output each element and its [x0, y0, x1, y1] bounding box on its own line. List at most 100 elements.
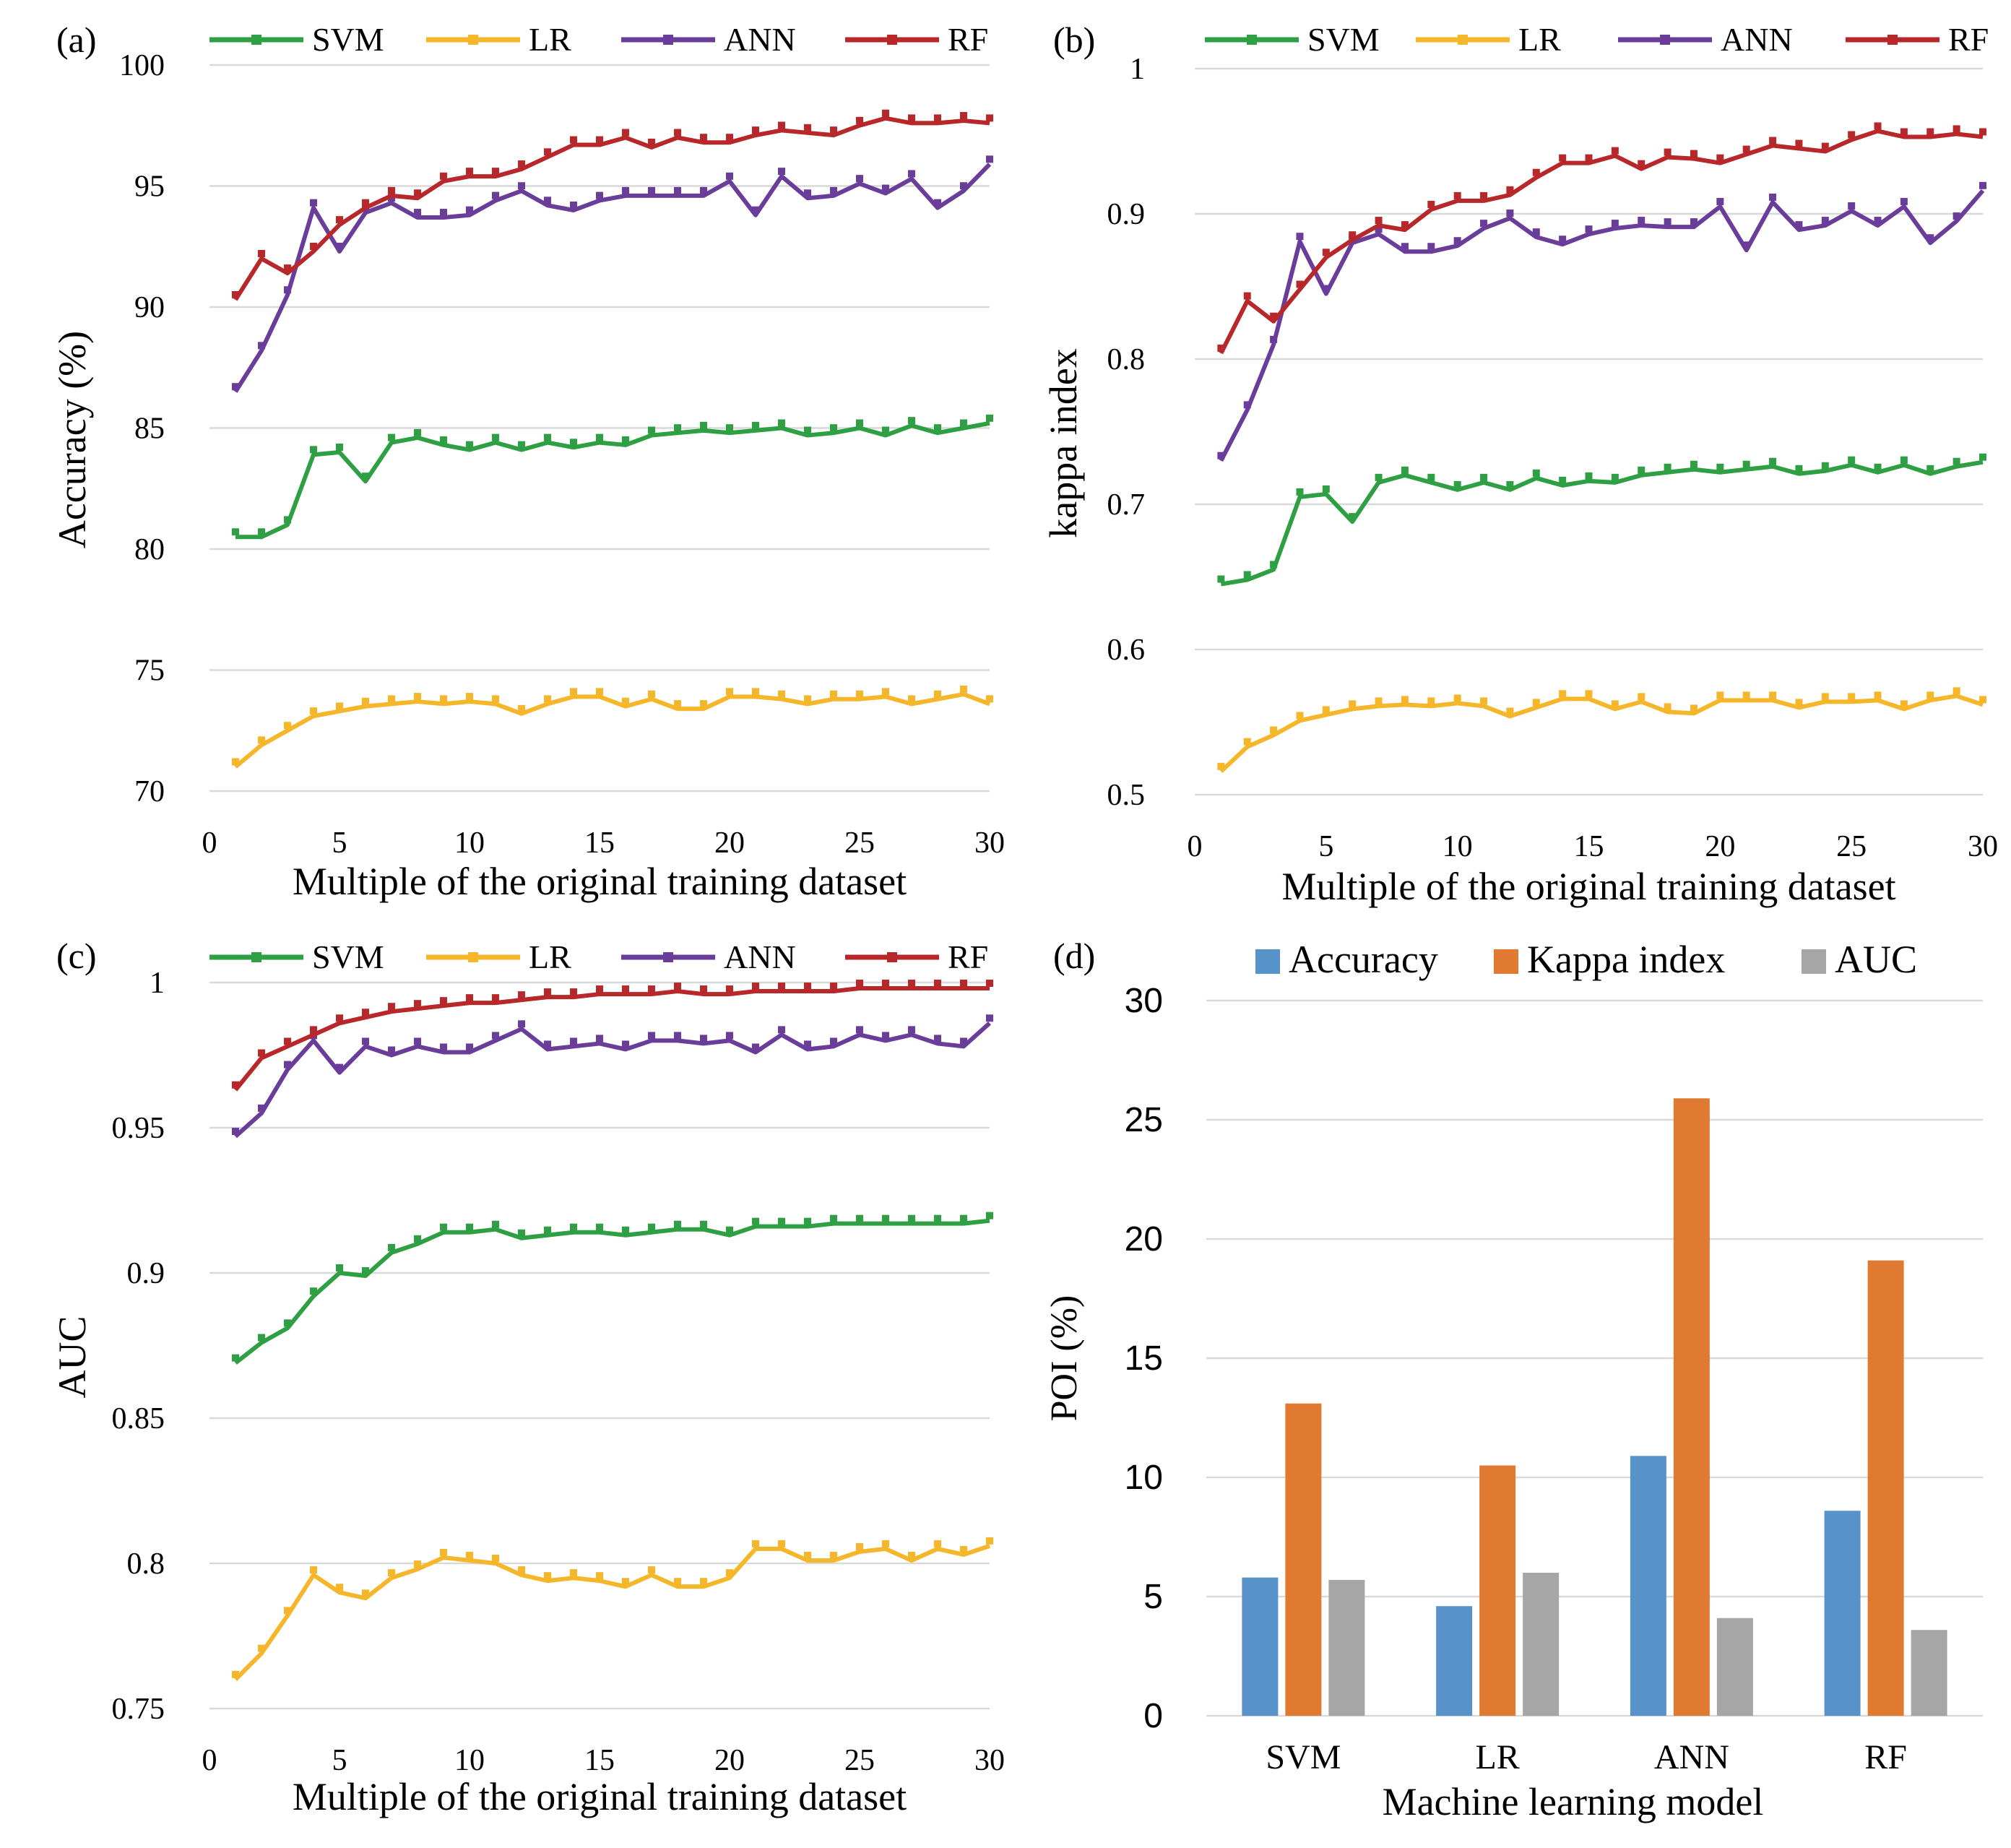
data-point-svm — [310, 446, 317, 454]
data-point-rf — [1611, 147, 1619, 155]
y-tick-label: 0.8 — [1107, 343, 1146, 376]
data-point-svm — [596, 1223, 603, 1231]
data-point-lr — [466, 1551, 473, 1559]
data-point-lr — [414, 693, 421, 701]
data-point-svm — [700, 421, 707, 429]
data-point-lr — [986, 1537, 993, 1545]
data-point-svm — [310, 1287, 317, 1295]
data-point-svm — [1349, 513, 1357, 521]
legend-label-lr: LR — [529, 938, 571, 975]
data-point-svm — [700, 1220, 707, 1228]
data-point-ann — [726, 172, 733, 180]
data-point-svm — [674, 1220, 681, 1228]
data-point-svm — [1821, 462, 1829, 470]
data-point-lr — [570, 688, 577, 696]
data-point-ann — [1296, 233, 1304, 241]
data-point-rf — [310, 1026, 317, 1034]
data-point-rf — [830, 983, 837, 990]
data-point-rf — [1690, 150, 1698, 157]
data-point-lr — [388, 1569, 395, 1577]
data-point-rf — [1427, 200, 1435, 208]
bar-auc_bar — [1523, 1573, 1560, 1716]
data-point-ann — [258, 1104, 265, 1112]
legend-label-rf: RF — [1948, 21, 1989, 58]
x-tick-label: 20 — [714, 1744, 745, 1777]
panel-label: (b) — [1053, 20, 1095, 60]
data-point-svm — [440, 436, 447, 444]
data-point-lr — [1979, 696, 1986, 704]
y-tick-label: 5 — [1143, 1578, 1163, 1616]
data-point-svm — [1952, 457, 1960, 465]
legend-label-kappa_bar: Kappa index — [1527, 938, 1725, 981]
data-point-rf — [986, 114, 993, 122]
data-point-lr — [804, 1551, 811, 1559]
legend-marker-ann — [663, 35, 673, 45]
x-tick-label: 10 — [454, 826, 485, 860]
data-point-ann — [1742, 241, 1750, 249]
data-point-svm — [830, 1214, 837, 1222]
data-point-lr — [674, 1578, 681, 1586]
data-point-lr — [908, 1551, 915, 1559]
data-point-rf — [1742, 145, 1750, 153]
series-line-rf — [1219, 129, 1984, 355]
data-point-svm — [1795, 465, 1803, 472]
data-point-svm — [570, 439, 577, 446]
data-point-svm — [1900, 456, 1908, 464]
data-point-svm — [908, 1214, 915, 1222]
legend-label-ann: ANN — [724, 21, 796, 58]
data-point-svm — [492, 433, 499, 441]
data-point-ann — [1952, 212, 1960, 220]
data-point-svm — [1322, 485, 1330, 493]
data-point-lr — [1453, 694, 1461, 702]
data-point-lr — [310, 1566, 317, 1574]
legend-label-rf: RF — [948, 938, 988, 975]
data-point-ann — [1926, 234, 1934, 242]
data-point-svm — [388, 1243, 395, 1251]
legend-swatch-auc_bar — [1802, 949, 1826, 974]
data-point-ann — [882, 1032, 889, 1040]
data-point-ann — [1795, 221, 1803, 229]
data-point-svm — [1559, 476, 1567, 484]
data-point-ann — [960, 182, 967, 190]
data-point-svm — [882, 1214, 889, 1222]
data-point-rf — [778, 983, 785, 990]
x-tick-label: 0 — [202, 826, 217, 860]
bar-kappa_bar — [1673, 1098, 1710, 1716]
data-point-lr — [1270, 726, 1278, 734]
legend-label-rf: RF — [948, 21, 988, 58]
x-tick-label: 15 — [584, 1744, 615, 1777]
data-point-ann — [856, 175, 863, 183]
data-point-rf — [388, 1003, 395, 1011]
data-point-ann — [1664, 218, 1671, 226]
data-point-svm — [1690, 460, 1698, 468]
data-point-ann — [674, 186, 681, 194]
data-point-svm — [544, 1226, 551, 1234]
data-point-ann — [1769, 193, 1777, 201]
data-point-rf — [752, 983, 759, 990]
data-point-rf — [1821, 142, 1829, 150]
y-axis-label: Accuracy (%) — [51, 331, 94, 548]
series-line-ann — [234, 1022, 991, 1139]
data-point-rf — [310, 242, 317, 250]
data-point-rf — [232, 290, 239, 298]
data-point-rf — [596, 985, 603, 993]
data-point-ann — [388, 1046, 395, 1054]
data-point-rf — [986, 980, 993, 988]
data-point-lr — [986, 695, 993, 703]
data-point-lr — [1585, 690, 1593, 698]
data-point-rf — [1296, 280, 1304, 288]
x-tick-label: 5 — [332, 826, 347, 860]
data-point-svm — [336, 444, 343, 451]
data-point-rf — [1769, 137, 1777, 144]
data-point-ann — [492, 191, 499, 199]
data-point-lr — [674, 700, 681, 708]
data-point-rf — [1480, 191, 1488, 199]
data-point-svm — [778, 1217, 785, 1225]
data-point-ann — [960, 1037, 967, 1045]
x-tick-label: 5 — [332, 1744, 347, 1777]
data-point-ann — [1217, 452, 1225, 459]
data-point-svm — [752, 421, 759, 429]
data-point-rf — [1349, 231, 1357, 239]
